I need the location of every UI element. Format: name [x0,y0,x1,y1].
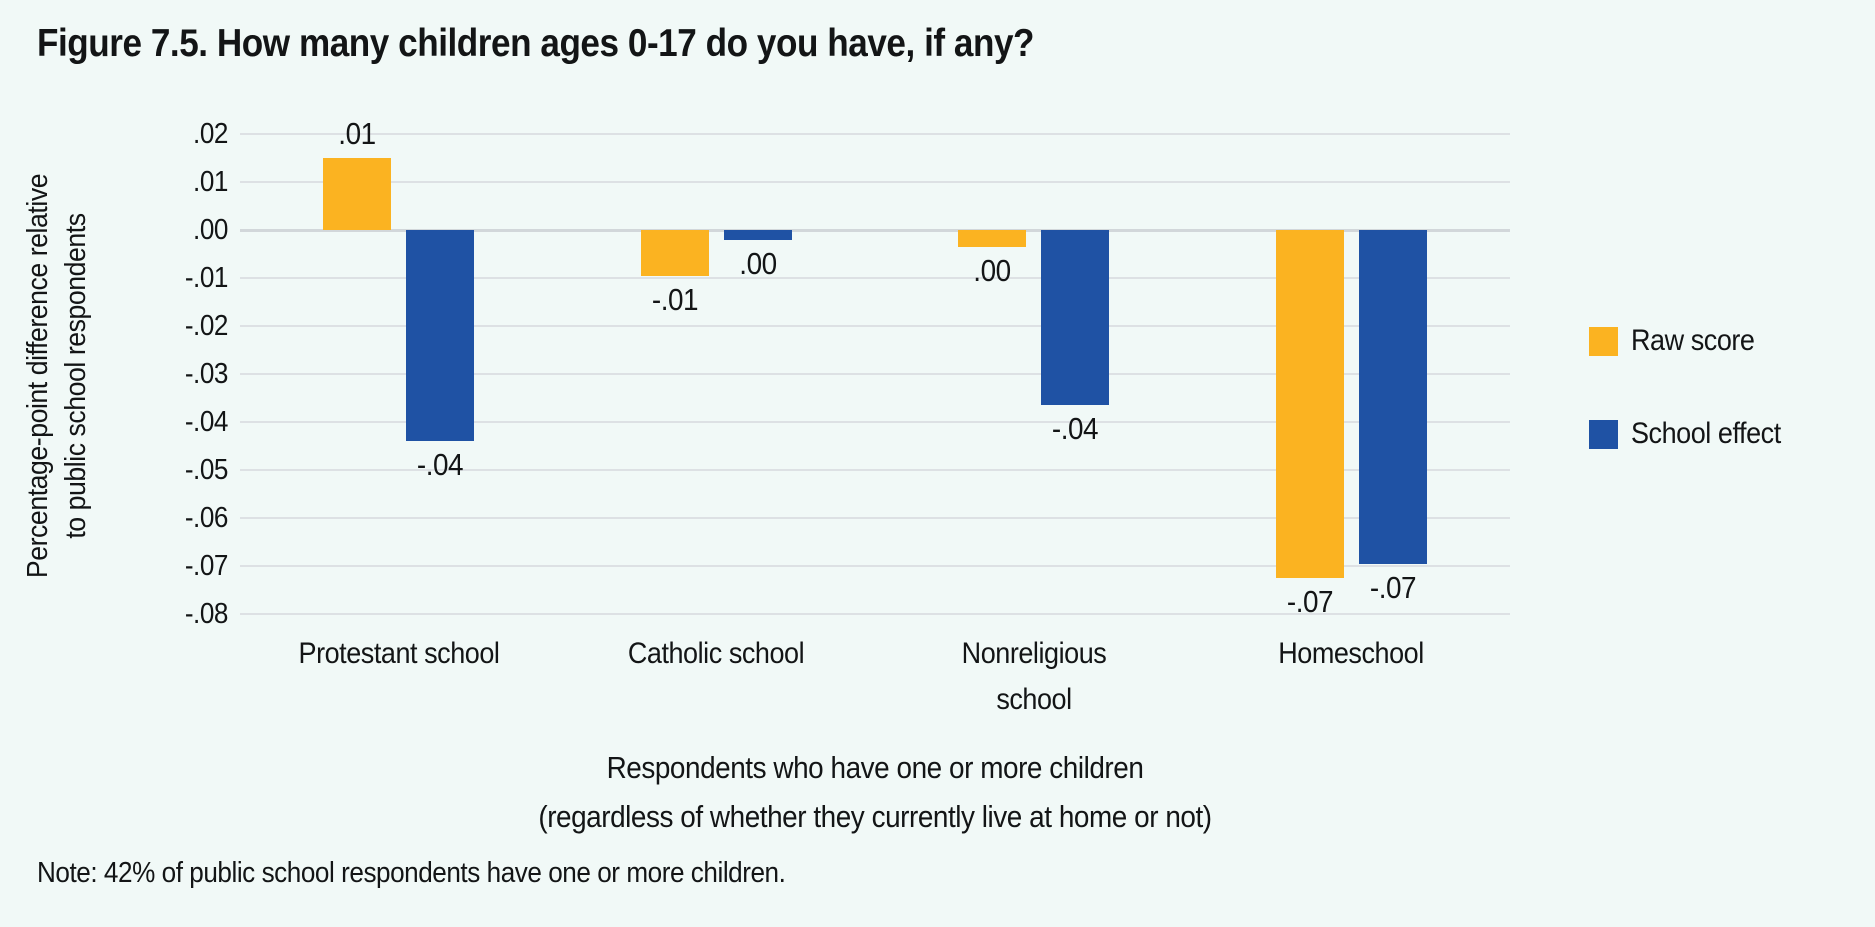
legend: Raw score School effect [1589,324,1797,512]
legend-item-school-effect: School effect [1589,417,1797,450]
bar-value-label-school-effect-protestant-school: -.04 [417,447,464,483]
figure-note: Note: 42% of public school respondents h… [37,857,786,889]
gridline--02 [240,325,1510,327]
y-axis-title-line2: to public school respondents [60,213,92,539]
x-category-label-catholic-school: Catholic school [556,631,876,677]
raw-score-swatch-icon [1589,326,1618,356]
bar-raw-score-protestant-school [323,158,392,230]
y-tick-label--02: -.02 [184,310,229,342]
bar-value-label-raw-score-nonreligious-school: .00 [973,252,1012,288]
gridline-00 [240,228,1510,232]
x-axis-title: Respondents who have one or more childre… [275,743,1475,841]
y-tick-label--04: -.04 [184,406,229,438]
bar-raw-score-homeschool [1275,230,1344,578]
gridline--06 [240,517,1510,519]
bar-value-label-school-effect-catholic-school: .00 [739,245,777,281]
y-tick-label--03: -.03 [184,358,229,390]
y-axis-title-line1: Percentage-point difference relative [22,173,54,579]
bar-school-effect-protestant-school [406,230,475,442]
bar-raw-score-nonreligious-school [958,230,1027,247]
x-category-label-protestant-school: Protestant school [239,631,559,677]
y-tick-label--06: -.06 [184,502,229,534]
x-category-label-line: Protestant school [298,637,500,670]
x-category-label-line: Catholic school [628,637,805,670]
y-tick-label--08: -.08 [184,598,229,630]
y-tick-label--07: -.07 [184,550,229,582]
y-tick-label--01: -.01 [184,262,229,294]
legend-label-raw-score: Raw score [1631,324,1755,357]
bar-value-label-raw-score-homeschool: -.07 [1286,584,1334,619]
bar-value-label-raw-score-catholic-school: -.01 [651,281,699,317]
bar-value-label-school-effect-homeschool: -.07 [1369,569,1417,605]
gridline--08 [240,613,1510,615]
legend-label-school-effect: School effect [1631,417,1781,450]
x-category-label-nonreligious-school: Nonreligious school [874,631,1194,723]
gridline-02 [240,133,1510,135]
bar-value-label-raw-score-protestant-school: .01 [338,116,377,151]
y-tick-label-02: .02 [193,118,228,150]
x-category-label-homeschool: Homeschool [1191,631,1511,677]
bar-value-label-school-effect-nonreligious-school: -.04 [1052,411,1099,447]
y-tick-label-01: .01 [193,166,228,198]
legend-item-raw-score: Raw score [1589,324,1797,357]
x-axis-title-line2: (regardless of whether they currently li… [538,799,1212,834]
school-effect-swatch-icon [1589,419,1618,449]
figure-title: Figure 7.5. How many children ages 0-17 … [37,22,1035,65]
gridline--04 [240,421,1510,423]
gridline--07 [240,565,1510,567]
bar-school-effect-catholic-school [723,230,792,240]
gridline--05 [240,469,1510,471]
x-category-label-line: school [996,683,1072,716]
x-category-label-line: Homeschool [1278,637,1425,670]
bar-school-effect-nonreligious-school [1041,230,1110,406]
gridline--01 [240,277,1510,279]
y-tick-label-00: .00 [193,214,228,246]
y-axis-title: Percentage-point difference relative to … [19,100,97,652]
gridline-01 [240,181,1510,183]
x-axis-title-line1: Respondents who have one or more childre… [606,750,1144,785]
bar-raw-score-catholic-school [640,230,709,276]
bar-school-effect-homeschool [1358,230,1427,564]
x-category-label-line: Nonreligious [961,637,1107,670]
y-tick-label--05: -.05 [184,454,229,486]
gridline--03 [240,373,1510,375]
